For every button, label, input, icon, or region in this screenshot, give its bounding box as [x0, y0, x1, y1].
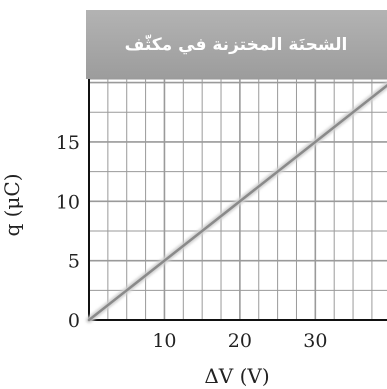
series-line [87, 83, 387, 322]
x-tick-label: 30 [303, 330, 327, 352]
title-banner: الشحنَة المختزنة في مكثّف [86, 10, 387, 79]
x-tick-label: 20 [228, 330, 252, 352]
title-background [86, 10, 387, 79]
chart-title: الشحنَة المختزنة في مكثّف [125, 34, 348, 55]
y-tick-label: 10 [56, 191, 80, 213]
x-axis-label: ΔV (V) [204, 364, 269, 388]
x-tick-label: 10 [152, 330, 176, 352]
tick-labels: 10 20 30 0 5 10 15 [56, 132, 328, 352]
y-tick-label: 15 [56, 132, 80, 154]
y-tick-label: 5 [68, 251, 80, 273]
grid [89, 78, 387, 320]
plot-area [86, 79, 387, 323]
y-tick-label: 0 [68, 310, 80, 332]
y-axis-label: q (μC) [0, 173, 24, 236]
